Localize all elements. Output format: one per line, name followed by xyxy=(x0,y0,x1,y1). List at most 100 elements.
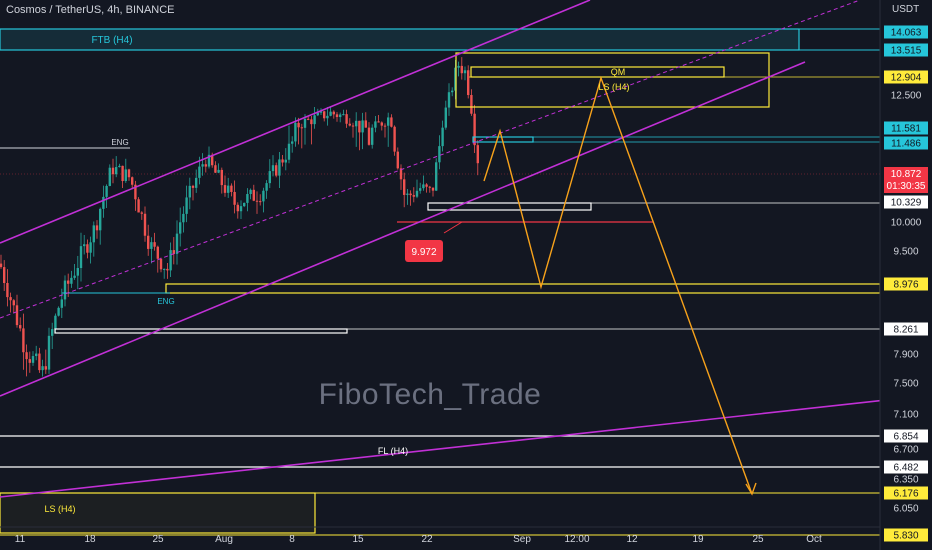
candle-body xyxy=(275,165,278,176)
candle-body xyxy=(300,127,303,129)
price-badge-label: 10.329 xyxy=(891,198,922,209)
candle-body xyxy=(476,145,479,164)
candle-body xyxy=(294,122,297,142)
candle-body xyxy=(191,185,195,188)
candle-body xyxy=(70,277,73,284)
candle-body xyxy=(473,113,476,146)
x-tick-label: 12:00 xyxy=(564,534,589,545)
candle-body xyxy=(271,165,275,172)
candle-body xyxy=(351,125,355,127)
price-badge xyxy=(884,167,928,193)
candle-body xyxy=(268,171,271,184)
candle-body xyxy=(460,65,463,74)
candle-body xyxy=(265,183,268,191)
candle-body xyxy=(246,194,249,203)
candle-body xyxy=(188,185,191,198)
price-badge-label: 12.904 xyxy=(891,73,922,84)
candle-body xyxy=(345,114,348,124)
candle-body xyxy=(0,263,3,268)
candle-body xyxy=(335,114,339,118)
candle-body xyxy=(35,353,38,357)
price-badge xyxy=(884,322,928,336)
candle-body xyxy=(297,122,300,128)
candle-body xyxy=(172,250,175,254)
candle-body xyxy=(383,125,387,127)
candle-body xyxy=(227,185,230,193)
candle-body xyxy=(143,213,147,236)
candle-body xyxy=(115,167,118,175)
candle-body xyxy=(463,70,467,74)
candle-body xyxy=(291,141,294,144)
candle-body xyxy=(76,268,79,276)
price-badge-label: 10.872 xyxy=(891,169,922,180)
candle-body xyxy=(259,201,262,203)
price-badge xyxy=(884,528,928,542)
candle-body xyxy=(435,162,438,191)
candle-body xyxy=(387,117,390,126)
low-marker-label: 9.972 xyxy=(411,247,436,258)
ls-zone-bottom xyxy=(0,492,316,534)
x-tick-label: Sep xyxy=(513,534,531,545)
annotation-label: ENG xyxy=(157,297,174,306)
axis-background xyxy=(880,0,932,550)
candle-body xyxy=(255,200,259,202)
candle-body xyxy=(239,206,243,212)
candle-body xyxy=(137,199,140,213)
price-badge xyxy=(884,277,928,291)
candle-body xyxy=(140,212,143,214)
price-badge-label: 8.976 xyxy=(893,280,918,291)
candle-body xyxy=(147,235,150,249)
channel-lower xyxy=(0,61,806,397)
candle-body xyxy=(278,159,281,176)
price-badge xyxy=(884,136,928,150)
x-tick-label: 8 xyxy=(289,534,295,545)
annotation-label: LS (H4) xyxy=(598,82,629,92)
candle-body xyxy=(166,268,169,271)
candle-body xyxy=(303,118,307,128)
candle-body xyxy=(409,193,412,196)
candle-body xyxy=(217,169,220,173)
price-badge-countdown: 01:30:35 xyxy=(887,181,926,192)
projection-path xyxy=(483,75,753,495)
price-badge xyxy=(884,460,928,474)
candle-body xyxy=(28,359,31,363)
candle-body xyxy=(467,70,470,96)
axis-unit: USDT xyxy=(892,4,920,15)
candle-body xyxy=(377,121,380,123)
price-badge-label: 11.581 xyxy=(891,124,921,135)
price-badge-label: 6.482 xyxy=(893,463,918,474)
candle-body xyxy=(284,159,287,163)
candle-body xyxy=(358,120,361,133)
candle-body xyxy=(249,189,252,195)
drawings-layer: FTB (H4) QM LS (H4) ENG ENG FL (H4) LS (H4) 9.9… xyxy=(0,0,932,536)
candle-body xyxy=(175,233,179,254)
candle-body xyxy=(364,120,367,128)
projection-arrowhead xyxy=(745,482,757,496)
x-tick-label: 19 xyxy=(692,534,704,545)
low-marker-badge xyxy=(405,240,443,262)
candle-body xyxy=(367,127,371,145)
candle-body xyxy=(95,225,99,231)
long-trendline xyxy=(0,394,932,498)
chart-title: Cosmos / TetherUS, 4h, BINANCE xyxy=(6,4,175,16)
candle-body xyxy=(313,115,316,125)
candle-body xyxy=(287,143,291,160)
candle-body xyxy=(451,90,454,93)
candle-body xyxy=(307,118,310,120)
candle-body xyxy=(63,280,67,300)
candle-body xyxy=(329,111,332,116)
candle-body xyxy=(15,305,19,326)
candle-body xyxy=(207,154,211,167)
candle-body xyxy=(44,366,47,370)
candle-body xyxy=(371,127,374,145)
candle-body xyxy=(444,107,447,128)
candle-body xyxy=(236,204,239,212)
candle-body xyxy=(163,268,166,270)
candle-body xyxy=(316,112,319,116)
price-badge xyxy=(884,429,928,443)
candle-body xyxy=(406,193,409,195)
candle-body xyxy=(124,169,127,182)
candle-body xyxy=(134,184,137,200)
